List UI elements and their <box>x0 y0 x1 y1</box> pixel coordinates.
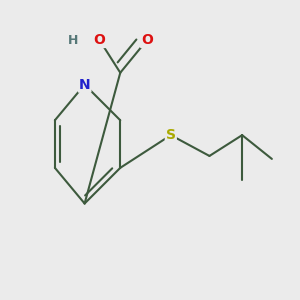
Text: H: H <box>68 34 78 46</box>
Text: N: N <box>79 78 90 92</box>
Text: O: O <box>94 33 105 47</box>
Text: S: S <box>166 128 176 142</box>
Text: O: O <box>141 33 153 47</box>
